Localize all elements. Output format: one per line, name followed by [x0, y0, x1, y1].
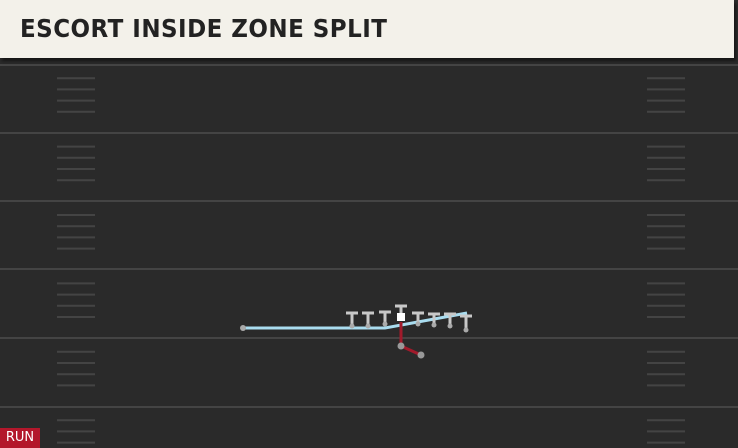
route-point	[397, 342, 405, 350]
player-dot	[365, 323, 371, 329]
route-end	[417, 351, 425, 359]
play	[240, 304, 472, 359]
play-type-tag: RUN	[0, 428, 40, 448]
field-lines	[0, 64, 738, 444]
player-dot	[415, 321, 421, 327]
route-start	[240, 325, 246, 331]
players	[346, 304, 472, 333]
player-dot	[447, 323, 453, 329]
player-dot	[349, 323, 355, 329]
field-bg	[0, 60, 738, 448]
title: ESCORT INSIDE ZONE SPLIT	[20, 14, 388, 43]
title-bar: ESCORT INSIDE ZONE SPLIT	[0, 0, 734, 58]
player-dot	[463, 327, 469, 333]
player-dot	[382, 321, 388, 327]
player-dot	[431, 322, 437, 328]
center	[397, 313, 405, 321]
blue-route	[243, 311, 468, 330]
